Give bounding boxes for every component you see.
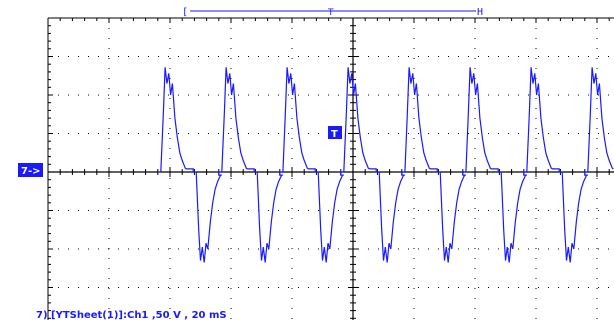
ch1-trace	[157, 67, 614, 263]
channel-marker-label[interactable]: 7->	[21, 166, 41, 177]
graticule	[47, 17, 614, 320]
channel-readout: 7) [YTSheet(1)]:Ch1 ,50 V , 20 mS	[36, 310, 227, 320]
trigger-marker-label[interactable]: T	[331, 129, 338, 140]
time-cursor-left-bracket[interactable]: [	[182, 7, 188, 18]
channel-marker[interactable]: 7->	[18, 163, 43, 177]
time-cursor-right-bracket[interactable]: H	[477, 7, 483, 18]
trigger-level-marker[interactable]: T	[328, 126, 342, 140]
channel-marker-box[interactable]	[18, 163, 43, 177]
trigger-marker-box[interactable]	[328, 126, 342, 139]
time-cursor-trigger-label[interactable]: T	[327, 8, 334, 18]
time-cursor-bar[interactable]: [ T H	[182, 7, 483, 18]
